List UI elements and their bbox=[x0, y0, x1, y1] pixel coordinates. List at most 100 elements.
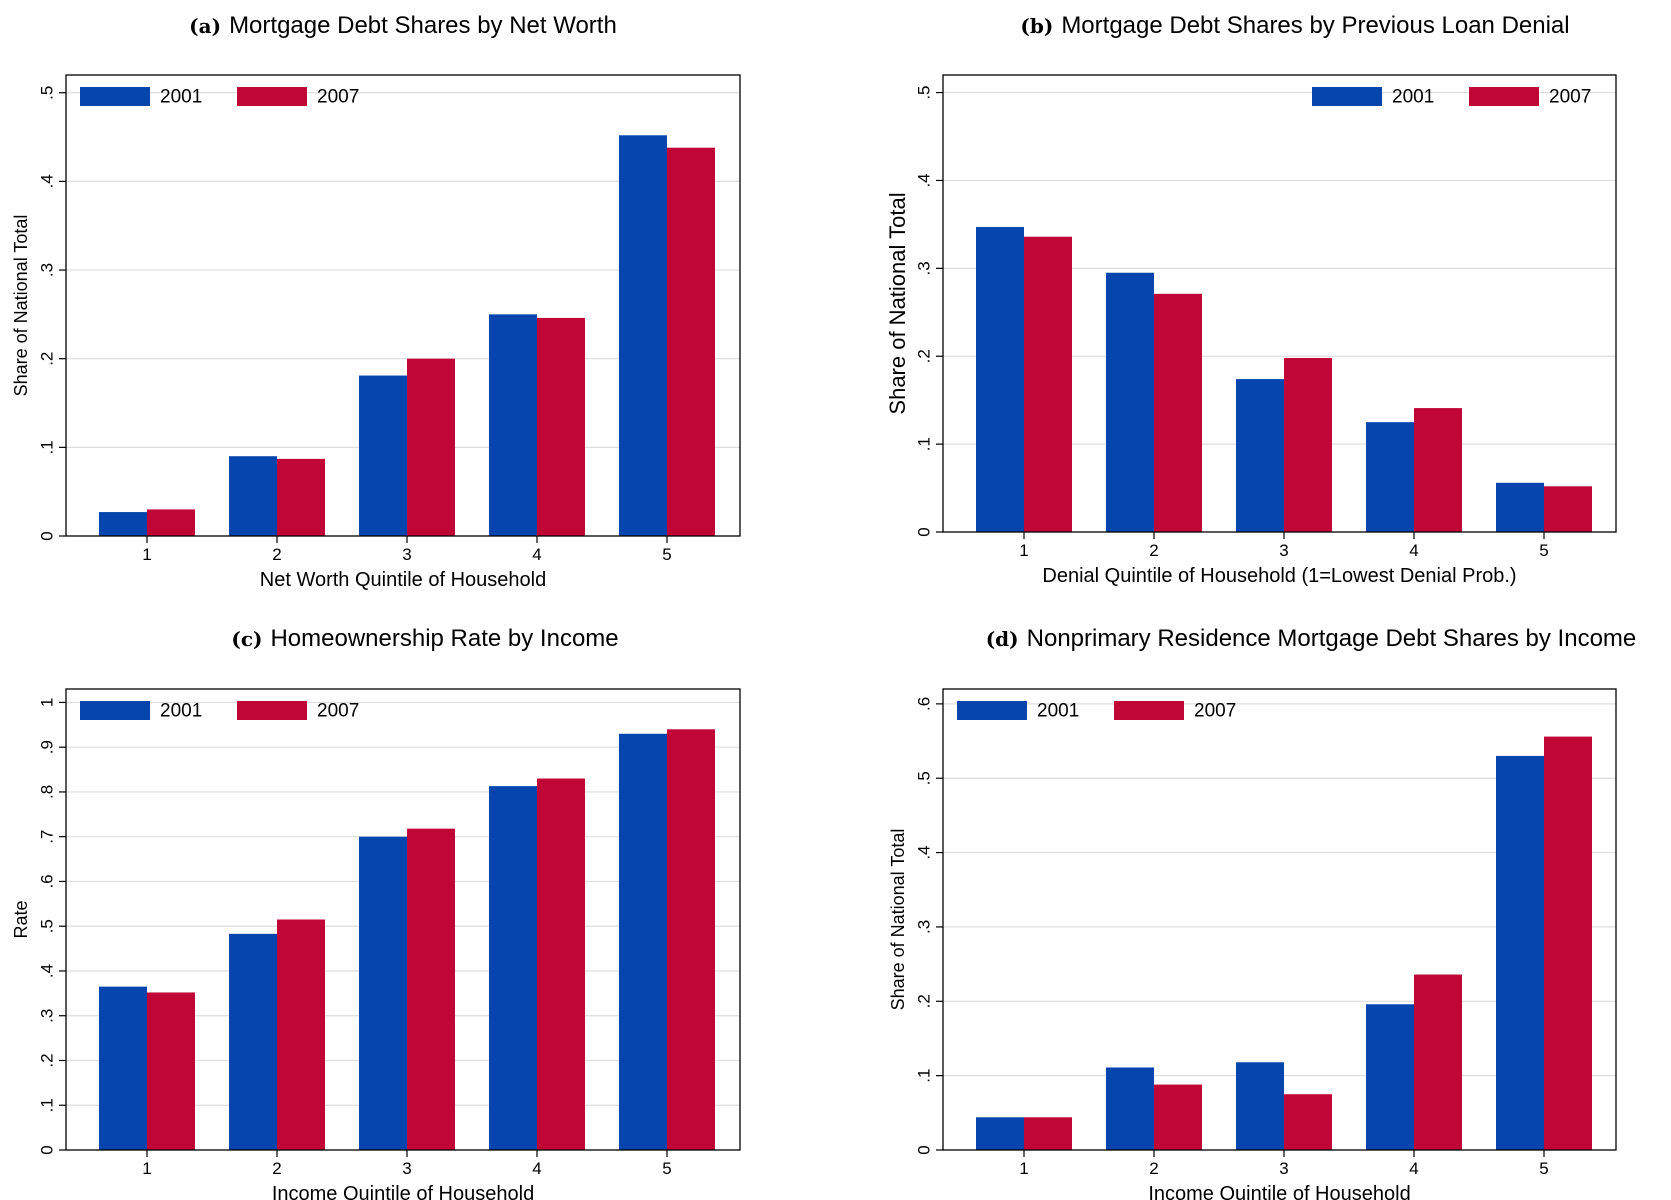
panel-title-text: Mortgage Debt Shares by Net Worth bbox=[229, 12, 617, 39]
bar-2007-q3 bbox=[407, 828, 455, 1150]
y-tick-label: .5 bbox=[37, 919, 56, 933]
y-tick-label: .2 bbox=[37, 1053, 56, 1067]
x-axis-label: Income Quintile of Household bbox=[1148, 1183, 1410, 1200]
legend-label: 2001 bbox=[1392, 87, 1434, 108]
legend-swatch-2007 bbox=[1114, 701, 1184, 720]
bar-2007-q4 bbox=[1414, 974, 1462, 1150]
bar-2007-q4 bbox=[537, 778, 585, 1150]
bar-2001-q4 bbox=[1366, 422, 1414, 532]
y-tick-label: .4 bbox=[914, 845, 933, 859]
bar-2001-q5 bbox=[619, 135, 667, 537]
y-tick-label: .1 bbox=[914, 437, 933, 451]
bar-2001-q2 bbox=[229, 456, 277, 536]
y-tick-label: 0 bbox=[37, 1145, 56, 1154]
y-tick-label: .4 bbox=[37, 174, 56, 188]
bar-2007-q5 bbox=[667, 147, 715, 536]
bar-2001-q3 bbox=[1236, 379, 1284, 532]
bar-2001-q1 bbox=[976, 227, 1024, 532]
y-tick-label: .4 bbox=[37, 964, 56, 978]
y-tick-label: .3 bbox=[914, 920, 933, 934]
legend-swatch-2007 bbox=[237, 87, 307, 106]
y-tick-label: .6 bbox=[914, 697, 933, 711]
panel-title: (d) Nonprimary Residence Mortgage Debt Sh… bbox=[986, 625, 1637, 652]
x-tick-label: 2 bbox=[272, 1159, 281, 1178]
legend-label: 2001 bbox=[160, 87, 202, 108]
x-tick-label: 1 bbox=[1019, 1159, 1028, 1178]
bar-2001-q4 bbox=[489, 786, 537, 1150]
y-axis-label: Share of National Total bbox=[11, 215, 31, 397]
x-tick-label: 3 bbox=[402, 1159, 411, 1178]
legend-swatch-2001 bbox=[957, 701, 1027, 720]
bar-2007-q1 bbox=[1024, 1117, 1072, 1150]
legend-swatch-2007 bbox=[237, 701, 307, 720]
y-axis-label: Rate bbox=[11, 900, 31, 938]
bar-2007-q2 bbox=[277, 919, 325, 1150]
legend: 2001 2007 bbox=[80, 87, 359, 108]
bar-2007-q1 bbox=[1024, 236, 1072, 532]
x-tick-label: 5 bbox=[662, 1159, 671, 1178]
y-tick-label: .9 bbox=[37, 740, 56, 754]
bar-2007-q3 bbox=[1284, 1094, 1332, 1150]
bar-2007-q1 bbox=[147, 992, 195, 1150]
legend-swatch-2001 bbox=[80, 87, 150, 106]
bar-2001-q2 bbox=[1106, 272, 1154, 532]
legend-label: 2001 bbox=[1037, 701, 1079, 722]
chart-panel-a: (a) Mortgage Debt Shares by Net Worth 0 .1.… bbox=[11, 12, 741, 591]
bar-2007-q3 bbox=[1284, 357, 1332, 532]
x-tick-label: 4 bbox=[532, 1159, 541, 1178]
bar-2001-q1 bbox=[976, 1117, 1024, 1150]
y-tick-label: .7 bbox=[37, 830, 56, 844]
x-tick-label: 2 bbox=[272, 545, 281, 564]
bar-2001-q4 bbox=[1366, 1004, 1414, 1150]
x-tick-label: 2 bbox=[1149, 1159, 1158, 1178]
panel-title: (c) Homeownership Rate by Income bbox=[231, 625, 618, 652]
bar-2007-q2 bbox=[277, 458, 325, 536]
bar-2001-q5 bbox=[619, 733, 667, 1150]
y-tick-label: .1 bbox=[914, 1069, 933, 1083]
legend-label: 2007 bbox=[1549, 87, 1591, 108]
x-tick-label: 4 bbox=[1409, 1159, 1418, 1178]
legend-swatch-2001 bbox=[80, 701, 150, 720]
x-tick-label: 1 bbox=[142, 1159, 151, 1178]
bar-2007-q5 bbox=[1544, 736, 1592, 1150]
plot-frame bbox=[942, 688, 1617, 1151]
legend: 2001 2007 bbox=[80, 701, 359, 722]
y-tick-label: .1 bbox=[37, 1098, 56, 1112]
legend-label: 2007 bbox=[317, 87, 359, 108]
bar-2007-q3 bbox=[407, 358, 455, 536]
legend: 2001 2007 bbox=[1312, 87, 1591, 108]
bar-2001-q4 bbox=[489, 314, 537, 536]
chart-panel-c: (c) Homeownership Rate by Income 0 .1 .2 .3 .4… bbox=[11, 625, 741, 1200]
y-tick-label: .4 bbox=[914, 173, 933, 187]
y-tick-label: .8 bbox=[37, 785, 56, 799]
x-tick-label: 4 bbox=[532, 545, 541, 564]
bar-2007-q2 bbox=[1154, 1084, 1202, 1150]
panel-tag: (b) bbox=[1020, 14, 1053, 38]
x-tick-label: 1 bbox=[1019, 541, 1028, 560]
bar-2001-q3 bbox=[359, 836, 407, 1150]
bar-2007-q4 bbox=[537, 317, 585, 536]
legend-label: 2001 bbox=[160, 701, 202, 722]
x-tick-label: 5 bbox=[1539, 541, 1548, 560]
y-tick-label: .1 bbox=[37, 440, 56, 454]
x-tick-label: 1 bbox=[142, 545, 151, 564]
bar-2001-q1 bbox=[99, 986, 147, 1150]
y-tick-label: 0 bbox=[914, 1145, 933, 1154]
y-tick-label: 1 bbox=[37, 698, 56, 707]
panel-tag: (c) bbox=[231, 627, 262, 651]
bar-2007-q4 bbox=[1414, 408, 1462, 532]
y-tick-label: .2 bbox=[914, 994, 933, 1008]
chart-panel-b: (b) Mortgage Debt Shares by Previous Loan… bbox=[885, 12, 1617, 587]
bar-2001-q5 bbox=[1496, 482, 1544, 532]
panel-title-text: Mortgage Debt Shares by Previous Loan De… bbox=[1061, 12, 1569, 39]
y-tick-label: .5 bbox=[37, 86, 56, 100]
y-tick-label: .6 bbox=[37, 874, 56, 888]
bar-2007-q2 bbox=[1154, 293, 1202, 532]
bar-2001-q1 bbox=[99, 512, 147, 536]
bar-2001-q2 bbox=[229, 933, 277, 1150]
y-axis-label: Share of National Total bbox=[888, 829, 908, 1011]
x-tick-label: 3 bbox=[1279, 541, 1288, 560]
y-tick-label: .5 bbox=[914, 85, 933, 99]
y-tick-label: .2 bbox=[37, 352, 56, 366]
